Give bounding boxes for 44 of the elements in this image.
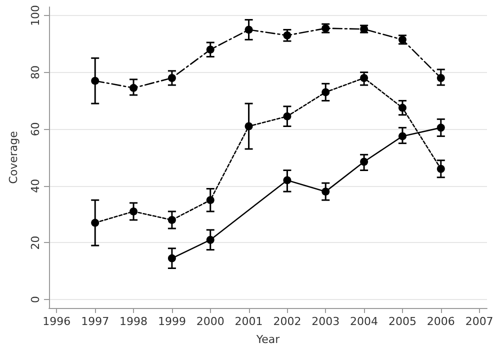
point (360, 74, 368, 82)
x-tick-label: 2005 (388, 315, 416, 328)
y-tick-label: 40 (29, 178, 42, 193)
x-tick-label: 2000 (196, 315, 224, 328)
point (91, 218, 100, 227)
y-tick-label: 80 (29, 65, 42, 80)
point (360, 158, 368, 166)
point (244, 122, 253, 130)
point (168, 74, 176, 82)
x-tick-label: 2001 (234, 315, 263, 328)
x-tick-label: 2007 (465, 315, 494, 328)
point (283, 112, 292, 120)
point (206, 46, 214, 54)
point (398, 104, 406, 112)
y-tick-label: 100 (29, 5, 42, 26)
point (244, 26, 253, 34)
point (436, 124, 445, 132)
x-tick-label: 2004 (350, 315, 378, 328)
x-tick-label: 2006 (426, 315, 455, 328)
point (283, 31, 292, 40)
point (206, 236, 214, 244)
x-tick-label: 1998 (120, 315, 148, 328)
point (436, 74, 445, 82)
point (130, 207, 138, 216)
y-tick-label: 0 (29, 296, 42, 303)
point (168, 216, 176, 224)
point (91, 76, 100, 85)
point (168, 254, 176, 262)
point (130, 84, 138, 92)
x-tick-label: 2003 (312, 315, 340, 328)
x-tick-label: 1997 (81, 315, 110, 328)
point (283, 176, 292, 184)
y-axis-title: Coverage (7, 130, 20, 184)
point (322, 88, 330, 96)
point (206, 196, 214, 204)
point (436, 164, 445, 173)
point (398, 132, 406, 140)
x-tick-label: 1996 (42, 315, 71, 328)
x-axis-title: Year (255, 333, 280, 346)
x-tick-label: 2002 (273, 315, 302, 328)
y-tick-label: 60 (29, 122, 42, 136)
x-tick-label: 1999 (158, 315, 186, 328)
y-tick-label: 20 (29, 236, 42, 250)
point (322, 188, 330, 196)
